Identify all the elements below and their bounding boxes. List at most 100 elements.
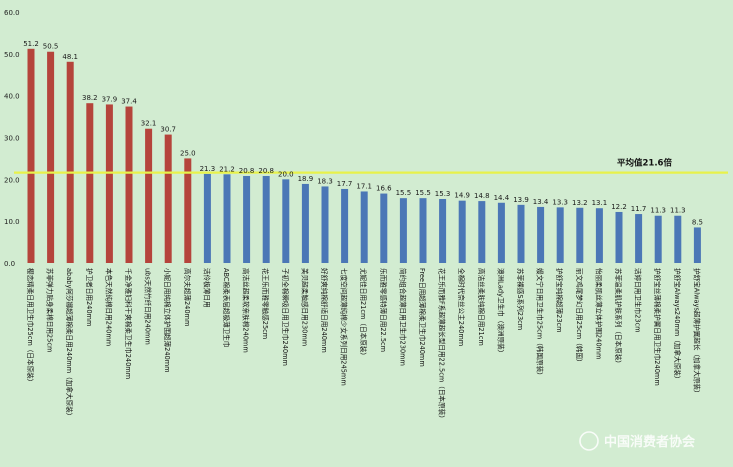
bar — [556, 207, 564, 263]
value-label: 11.7 — [631, 205, 647, 213]
average-line-group: 平均值21.6倍 — [14, 158, 728, 174]
bar — [576, 207, 584, 263]
value-label: 18.3 — [317, 177, 333, 185]
category-label: 乐而雅零感特薄日用22.5cm — [379, 268, 388, 352]
value-label: 13.1 — [592, 199, 608, 207]
category-label: 花王乐而雅零触感25cm — [261, 268, 270, 339]
bar — [27, 48, 35, 264]
watermark: 中国消费者协会 — [579, 431, 696, 451]
bar — [164, 134, 172, 263]
bar — [693, 227, 701, 263]
value-label: 37.9 — [102, 95, 118, 103]
value-label: 48.1 — [62, 53, 78, 61]
bar — [262, 175, 270, 263]
category-label: 小妮日用纯棉立体护围超薄240mm — [163, 268, 172, 373]
y-tick-label: 60.0 — [4, 9, 20, 17]
category-label: ABC棉柔表层超极薄卫生巾 — [222, 268, 231, 347]
bar — [360, 191, 368, 263]
category-label: 子初全棉瞬吸日用卫生巾240mm — [281, 268, 290, 366]
bar — [380, 193, 388, 263]
category-label: 丽文鸡尾梦幻日用25cm（韩国） — [575, 268, 584, 366]
category-label: 尤妮佳日用21cm（日本原装） — [359, 268, 368, 359]
category-label: 七度空间超薄纯棉少女系列日用245mm — [340, 268, 349, 386]
value-label: 38.2 — [82, 94, 98, 102]
value-label: 13.4 — [533, 198, 549, 206]
average-label: 平均值21.6倍 — [617, 158, 672, 169]
value-label: 18.9 — [298, 175, 314, 183]
value-label: 50.5 — [43, 43, 59, 51]
bar — [125, 106, 133, 263]
value-label: 25.0 — [180, 149, 196, 157]
category-label: 洁婷日用卫生巾23cm — [634, 268, 643, 333]
bar — [458, 200, 466, 263]
value-label: 16.6 — [376, 185, 392, 193]
category-label: 嫚文宁日用卫生巾25cm（韩国原装） — [536, 268, 545, 379]
value-label: 15.3 — [435, 190, 451, 198]
category-label: 本色天然纯棉日用240mm — [104, 268, 113, 346]
bar — [86, 103, 94, 264]
value-label: 11.3 — [670, 207, 686, 215]
value-label: 13.2 — [572, 199, 588, 207]
category-label: 洁伶极薄日用 — [202, 268, 211, 308]
category-label: 护卫者日用240mm — [85, 268, 94, 326]
bar — [517, 204, 525, 263]
y-axis: 0.0 10.0 20.0 30.0 40.0 50.0 60.0 — [4, 9, 20, 268]
value-label: 51.2 — [23, 40, 39, 48]
category-label: 高尔夫超薄240mm — [183, 268, 192, 326]
watermark-text: 中国消费者协会 — [604, 434, 696, 450]
value-label: 20.8 — [239, 167, 255, 175]
category-label: 简约组合超薄日用卫生巾230mm — [398, 268, 407, 366]
value-label: 17.1 — [356, 182, 372, 190]
category-label: 护舒宝纯棉超薄23cm — [555, 268, 564, 333]
category-label: 美贝超柔触感日用230mm — [300, 268, 309, 346]
bar — [301, 183, 309, 263]
value-label: 17.7 — [337, 180, 353, 188]
category-label: 苏菲弹力贴身柔棉日用25cm — [46, 268, 55, 352]
value-label: 30.7 — [160, 126, 176, 134]
value-label: 14.9 — [454, 192, 470, 200]
bar — [497, 202, 505, 263]
bar — [478, 201, 486, 263]
category-label: Free日用超薄棉柔卫生巾240mm — [418, 268, 427, 367]
value-label: 32.1 — [141, 120, 157, 128]
value-label: 20.8 — [258, 167, 274, 175]
value-label: 11.3 — [650, 207, 666, 215]
bar — [282, 179, 290, 263]
category-label: 澳洲Lady卫生巾（澳洲原装） — [496, 268, 505, 356]
watermark-logo-icon — [579, 431, 599, 451]
bar — [439, 198, 447, 263]
category-label: 苏菲温柔肌护肤系列（日本原装） — [614, 268, 623, 367]
category-label: 护舒宝Always超薄护翼超长（加拿大原装） — [692, 268, 701, 397]
bar — [419, 198, 427, 263]
category-label: 护舒宝丝薄棉柔护翼日用卫生巾240mm — [653, 268, 662, 386]
category-label: 好舒爽纯棉舒适日用240mm — [320, 268, 329, 353]
bar — [595, 208, 603, 263]
value-label: 14.8 — [474, 192, 490, 200]
bar — [537, 206, 545, 263]
bar — [223, 174, 231, 263]
category-label: 花王乐而雅F系超薄超长型日用22.5cm（日本原装） — [438, 268, 447, 422]
bar — [399, 198, 407, 263]
y-tick-label: 10.0 — [4, 218, 20, 226]
category-labels: 樱恋精柔日用卫生巾25cm（日本原装） 苏菲弹力贴身柔棉日用25cm ababy阿莎… — [26, 268, 701, 422]
y-tick-label: 50.0 — [4, 51, 20, 59]
value-label: 21.3 — [200, 165, 216, 173]
y-tick-label: 0.0 — [4, 260, 15, 268]
value-label: 14.4 — [494, 194, 510, 202]
bar — [674, 215, 682, 263]
category-label: 怡丽柔肌丝薄立体护围240mm — [594, 268, 603, 359]
category-label: 高洁丝超柔软亲肤棉240mm — [242, 268, 251, 353]
value-label: 12.2 — [611, 203, 627, 211]
bar — [203, 173, 211, 263]
value-label: 20.0 — [278, 170, 294, 178]
y-tick-label: 30.0 — [4, 135, 20, 143]
category-label: 护舒宝Always240mm（加拿大原装） — [673, 268, 682, 382]
value-label: 13.3 — [552, 198, 568, 206]
y-tick-label: 20.0 — [4, 176, 20, 184]
category-label: ababy阿莎娜超薄棉柔日用240mm（加拿大原装） — [65, 268, 74, 419]
bar — [243, 175, 251, 263]
category-label: 千金净雅妇科干爽棉柔卫生巾240mm — [124, 268, 133, 379]
bar — [635, 214, 643, 263]
